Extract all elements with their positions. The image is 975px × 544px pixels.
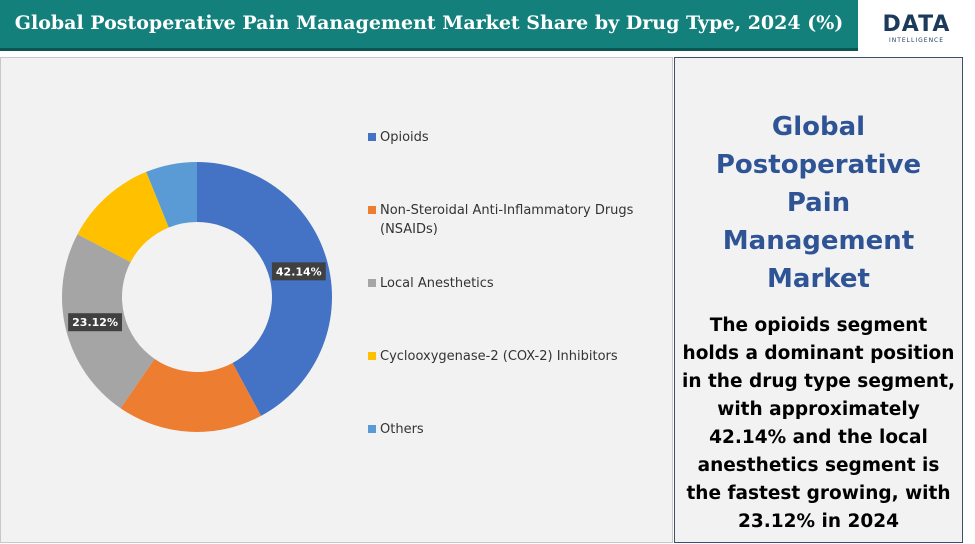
legend-item: Others [368,420,680,439]
logo: DATA INTELLIGENCE [858,0,975,51]
donut-slice [197,162,332,416]
donut-slice [120,358,261,432]
logo-subtext: INTELLIGENCE [888,37,945,44]
legend-item: Cyclooxygenase-2 (COX-2) Inhibitors [368,347,680,366]
chart: 42.14% 23.12% [62,162,332,432]
legend-label: Opioids [380,130,429,145]
header-title: Global Postoperative Pain Management Mar… [14,12,844,34]
legend-swatch [368,425,376,433]
legend-label: Cyclooxygenase-2 (COX-2) Inhibitors [380,349,618,364]
logo-text: DATA [882,12,951,37]
legend-label: Non-Steroidal Anti-Inflammatory Drugs (N… [380,203,634,237]
legend-label: Others [380,422,424,437]
side-panel: Global Postoperative Pain Management Mar… [674,57,963,543]
side-title: Global Postoperative Pain Management Mar… [715,112,922,294]
data-label-group: 23.12% [68,313,122,332]
legend-swatch [368,133,376,141]
legend-label: Local Anesthetics [380,276,494,291]
data-label: 42.14% [276,265,322,278]
data-label: 23.12% [72,316,118,329]
legend-swatch [368,279,376,287]
header: Global Postoperative Pain Management Mar… [0,0,858,51]
legend-item: Local Anesthetics [368,274,680,293]
side-text: The opioids segment holds a dominant pos… [682,315,955,532]
legend-swatch [368,352,376,360]
donut-slice [77,171,169,263]
data-label-box [271,262,326,281]
legend-item: Non-Steroidal Anti-Inflammatory Drugs (N… [368,201,680,239]
data-label-box [68,313,122,332]
legend-item: Opioids [368,128,680,147]
legend-swatch [368,206,376,214]
donut-slice [146,162,197,228]
data-label-group: 42.14% [271,262,326,281]
